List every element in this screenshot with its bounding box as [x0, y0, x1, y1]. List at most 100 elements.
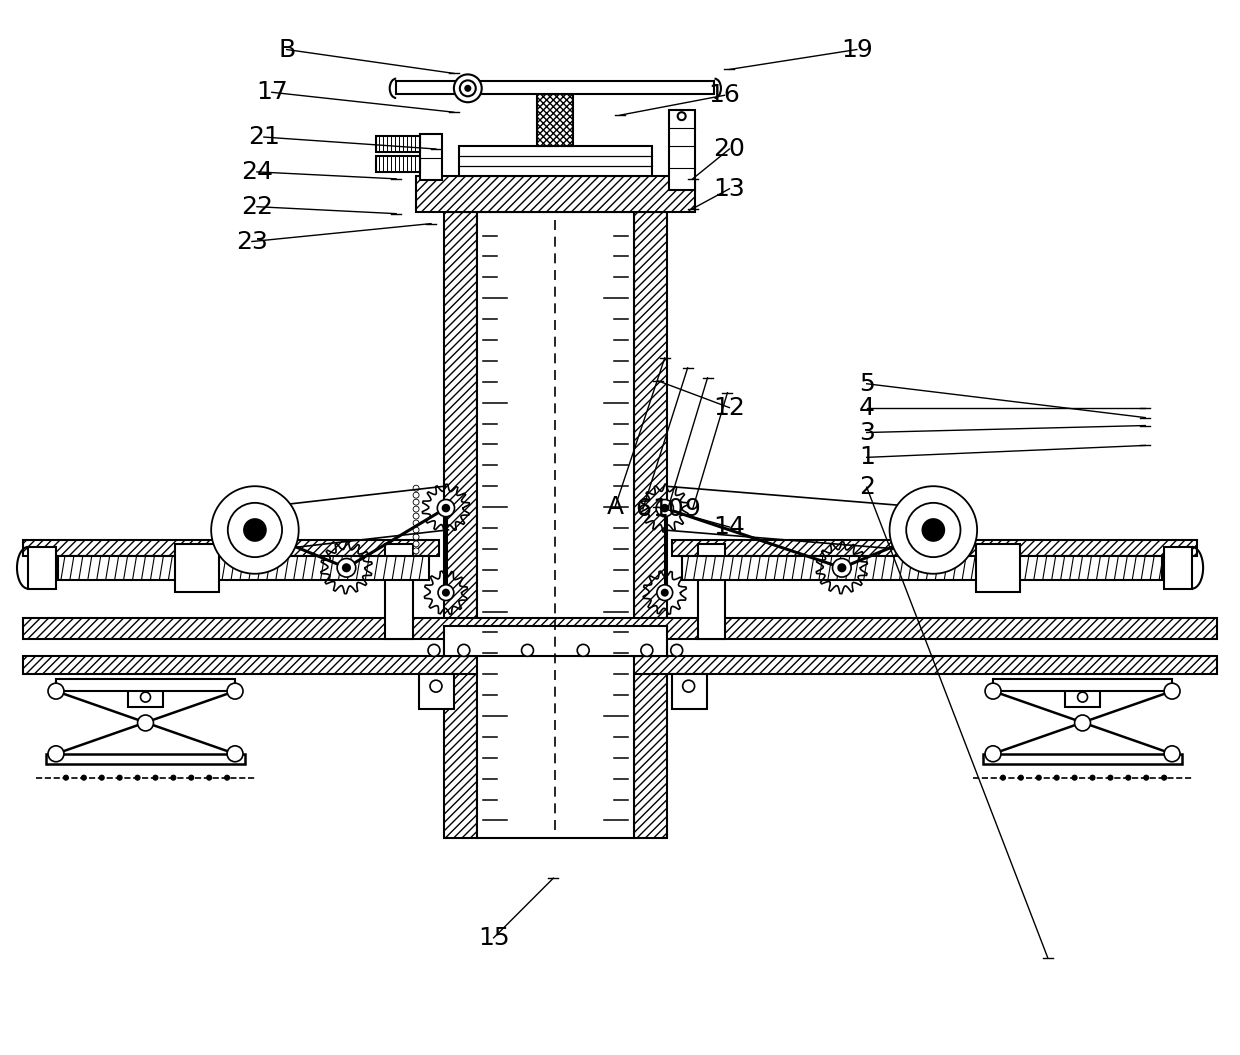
- Circle shape: [1090, 775, 1095, 780]
- Bar: [58, 556, 429, 580]
- Text: 22: 22: [241, 195, 273, 218]
- Text: 17: 17: [255, 80, 288, 104]
- Circle shape: [244, 519, 265, 541]
- Circle shape: [413, 562, 419, 568]
- Circle shape: [48, 684, 64, 699]
- Circle shape: [1037, 775, 1042, 780]
- Text: 4: 4: [858, 396, 874, 420]
- Circle shape: [578, 645, 589, 656]
- Circle shape: [438, 499, 455, 517]
- Circle shape: [99, 775, 104, 780]
- Circle shape: [906, 503, 961, 557]
- Bar: [976, 544, 1019, 592]
- Bar: [444, 212, 476, 839]
- Circle shape: [889, 486, 977, 574]
- Circle shape: [1001, 775, 1006, 780]
- Bar: [672, 674, 707, 709]
- Bar: [476, 212, 634, 839]
- Circle shape: [1054, 775, 1059, 780]
- Circle shape: [211, 486, 299, 574]
- Circle shape: [413, 506, 419, 512]
- Bar: [444, 627, 667, 656]
- Bar: [46, 754, 246, 764]
- Circle shape: [1073, 775, 1078, 780]
- Circle shape: [342, 564, 350, 572]
- Bar: [993, 679, 1172, 691]
- Bar: [397, 81, 714, 94]
- Bar: [56, 679, 236, 691]
- Circle shape: [460, 80, 476, 96]
- Bar: [419, 674, 454, 709]
- Bar: [983, 754, 1182, 764]
- Circle shape: [413, 499, 419, 505]
- Text: 9: 9: [684, 497, 701, 521]
- Circle shape: [656, 499, 673, 517]
- Text: 6: 6: [635, 497, 651, 521]
- Bar: [459, 146, 652, 176]
- Text: 16: 16: [708, 83, 740, 108]
- Bar: [682, 556, 1162, 580]
- Circle shape: [413, 569, 419, 575]
- Circle shape: [428, 645, 440, 656]
- Circle shape: [671, 645, 683, 656]
- Bar: [634, 212, 667, 839]
- Bar: [1164, 546, 1192, 589]
- Circle shape: [1143, 775, 1148, 780]
- Circle shape: [430, 680, 441, 692]
- Bar: [376, 156, 420, 172]
- Bar: [417, 176, 694, 212]
- Text: B: B: [278, 38, 295, 61]
- Circle shape: [413, 548, 419, 554]
- Circle shape: [985, 746, 1001, 762]
- Circle shape: [454, 75, 481, 102]
- Text: 10: 10: [652, 497, 683, 521]
- Bar: [128, 687, 164, 707]
- Text: 21: 21: [248, 126, 280, 149]
- Bar: [386, 544, 413, 639]
- Circle shape: [227, 746, 243, 762]
- Circle shape: [838, 564, 846, 572]
- Circle shape: [153, 775, 157, 780]
- Circle shape: [1164, 746, 1180, 762]
- Circle shape: [923, 519, 945, 541]
- Circle shape: [443, 504, 449, 512]
- Bar: [376, 136, 420, 152]
- Circle shape: [1018, 775, 1023, 780]
- Circle shape: [117, 775, 122, 780]
- Text: 1: 1: [859, 445, 874, 469]
- Text: 13: 13: [713, 177, 745, 200]
- Bar: [420, 134, 441, 179]
- Circle shape: [985, 684, 1001, 699]
- Bar: [668, 110, 694, 190]
- Circle shape: [661, 504, 668, 512]
- Bar: [24, 617, 1216, 639]
- Circle shape: [413, 528, 419, 533]
- Circle shape: [413, 485, 419, 492]
- Circle shape: [458, 645, 470, 656]
- Text: 19: 19: [841, 38, 873, 61]
- Circle shape: [413, 520, 419, 526]
- Circle shape: [522, 645, 533, 656]
- Circle shape: [413, 534, 419, 540]
- Circle shape: [641, 645, 652, 656]
- Circle shape: [188, 775, 193, 780]
- Text: 23: 23: [236, 230, 268, 253]
- Circle shape: [413, 555, 419, 561]
- Circle shape: [138, 715, 154, 731]
- Circle shape: [413, 541, 419, 546]
- Circle shape: [1164, 684, 1180, 699]
- Circle shape: [662, 590, 668, 596]
- Text: 3: 3: [859, 421, 874, 444]
- Circle shape: [135, 775, 140, 780]
- Circle shape: [1075, 715, 1090, 731]
- Bar: [24, 656, 1216, 674]
- Circle shape: [171, 775, 176, 780]
- Text: 12: 12: [713, 396, 745, 420]
- Text: 20: 20: [713, 137, 745, 161]
- Circle shape: [82, 775, 87, 780]
- Circle shape: [140, 692, 150, 702]
- Circle shape: [63, 775, 68, 780]
- Bar: [672, 540, 1197, 556]
- Circle shape: [465, 85, 470, 91]
- Bar: [1065, 687, 1100, 707]
